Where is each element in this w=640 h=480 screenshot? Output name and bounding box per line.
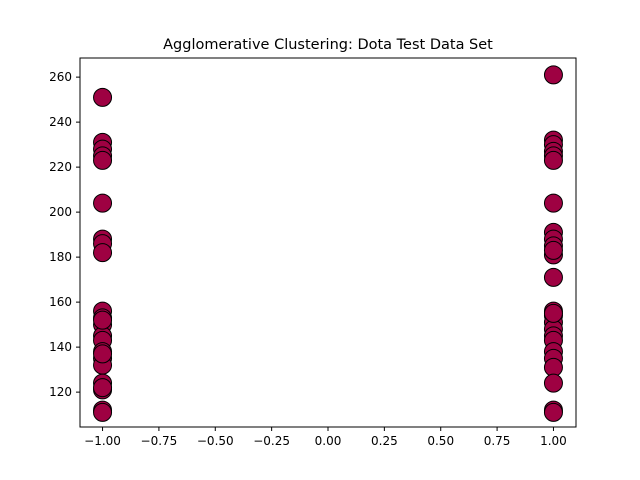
x-tick-label: 0.25 [371, 434, 398, 448]
data-point [543, 150, 563, 170]
x-tick-label: 0.50 [427, 434, 454, 448]
data-points [93, 65, 563, 422]
x-tick-label: −1.00 [84, 434, 121, 448]
y-tick-label: 180 [49, 250, 72, 264]
data-point [543, 303, 563, 323]
data-point [93, 310, 113, 330]
data-point [543, 65, 563, 85]
x-tick-label: −0.50 [197, 434, 234, 448]
data-point [93, 150, 113, 170]
data-point [543, 267, 563, 287]
x-tick-label: 0.75 [484, 434, 511, 448]
data-point [93, 378, 113, 398]
y-tick-label: 120 [49, 385, 72, 399]
data-point [93, 87, 113, 107]
data-point [543, 402, 563, 422]
x-tick-label: −0.75 [141, 434, 178, 448]
y-tick-label: 240 [49, 115, 72, 129]
data-point [93, 402, 113, 422]
data-point [543, 373, 563, 393]
y-tick-label: 200 [49, 205, 72, 219]
chart-title: Agglomerative Clustering: Dota Test Data… [163, 37, 493, 53]
data-point [93, 193, 113, 213]
data-point [93, 344, 113, 364]
data-point [543, 240, 563, 260]
data-point [93, 243, 113, 263]
x-tick-label: 0.00 [315, 434, 342, 448]
x-tick-label: −0.25 [253, 434, 290, 448]
y-tick-label: 160 [49, 295, 72, 309]
y-tick-label: 260 [49, 70, 72, 84]
x-tick-label: 1.00 [540, 434, 567, 448]
data-point [543, 193, 563, 213]
y-tick-label: 220 [49, 160, 72, 174]
plot-frame [79, 57, 577, 428]
axes: −1.00 −0.75 −0.50 −0.25 0.00 0.25 0.50 0.75 1.00… [49, 57, 577, 448]
y-tick-label: 140 [49, 340, 72, 354]
